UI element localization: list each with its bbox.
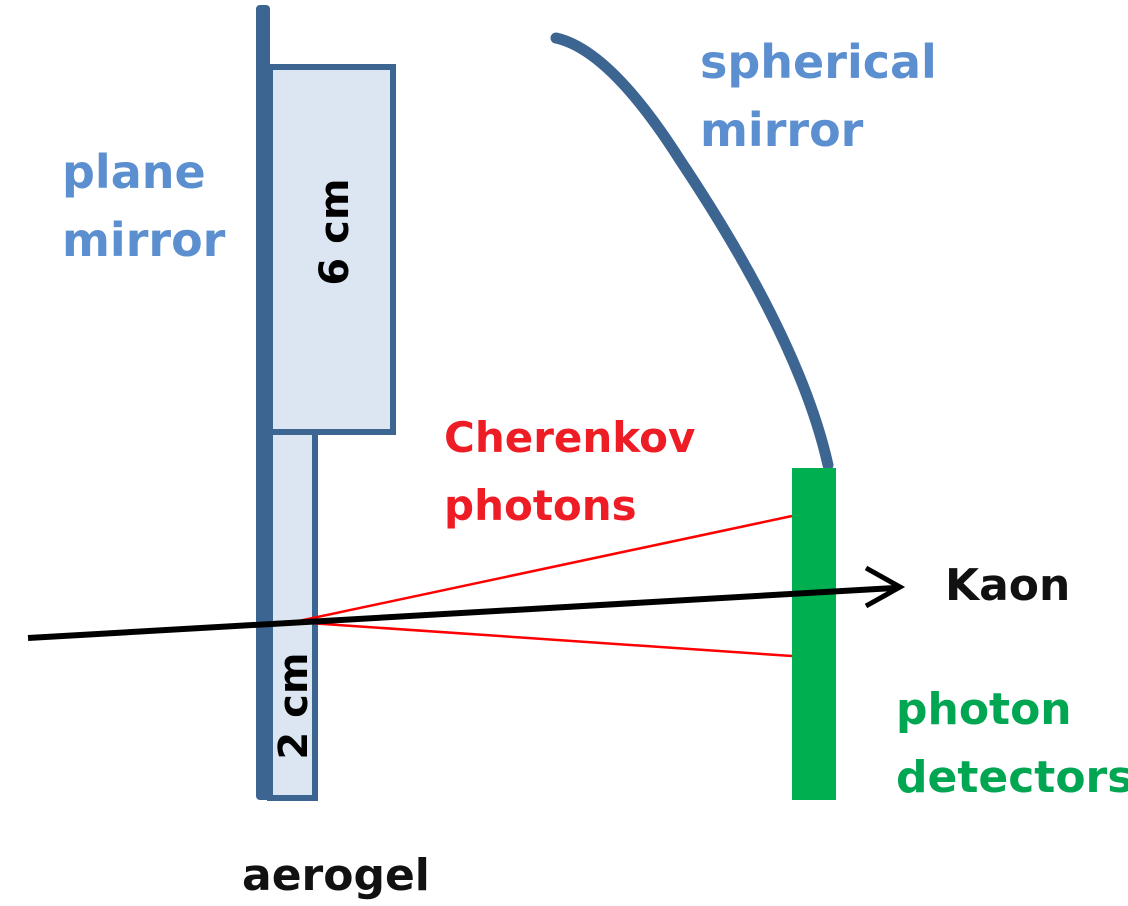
kaon-label: Kaon (945, 560, 1070, 611)
spherical-mirror-label-line2: mirror (700, 103, 864, 157)
aerogel-block-thick (267, 64, 396, 435)
cherenkov-ray-lower (293, 620, 793, 658)
aerogel-label: aerogel (242, 850, 430, 901)
photon-detectors-label-line1: photon (896, 684, 1072, 735)
aerogel-block-thin (267, 429, 318, 801)
aerogel-thin-dimension-label: 2 cm (271, 652, 317, 759)
kaon-track (27, 585, 896, 641)
kaon-arrowhead (864, 565, 906, 609)
cherenkov-photons-label-line1: Cherenkov (444, 413, 695, 462)
plane-mirror (256, 5, 270, 800)
cherenkov-photons-label-line2: photons (444, 481, 637, 530)
photon-detectors-label-line2: detectors (896, 752, 1128, 803)
spherical-mirror (550, 32, 834, 471)
photon-detector-bar (792, 468, 836, 800)
plane-mirror-label-line1: plane (62, 145, 206, 199)
aerogel-thick-dimension-label: 6 cm (312, 178, 358, 285)
spherical-mirror-label-line1: spherical (700, 35, 937, 89)
cherenkov-ray-upper (293, 514, 793, 624)
plane-mirror-label-line2: mirror (62, 213, 226, 267)
